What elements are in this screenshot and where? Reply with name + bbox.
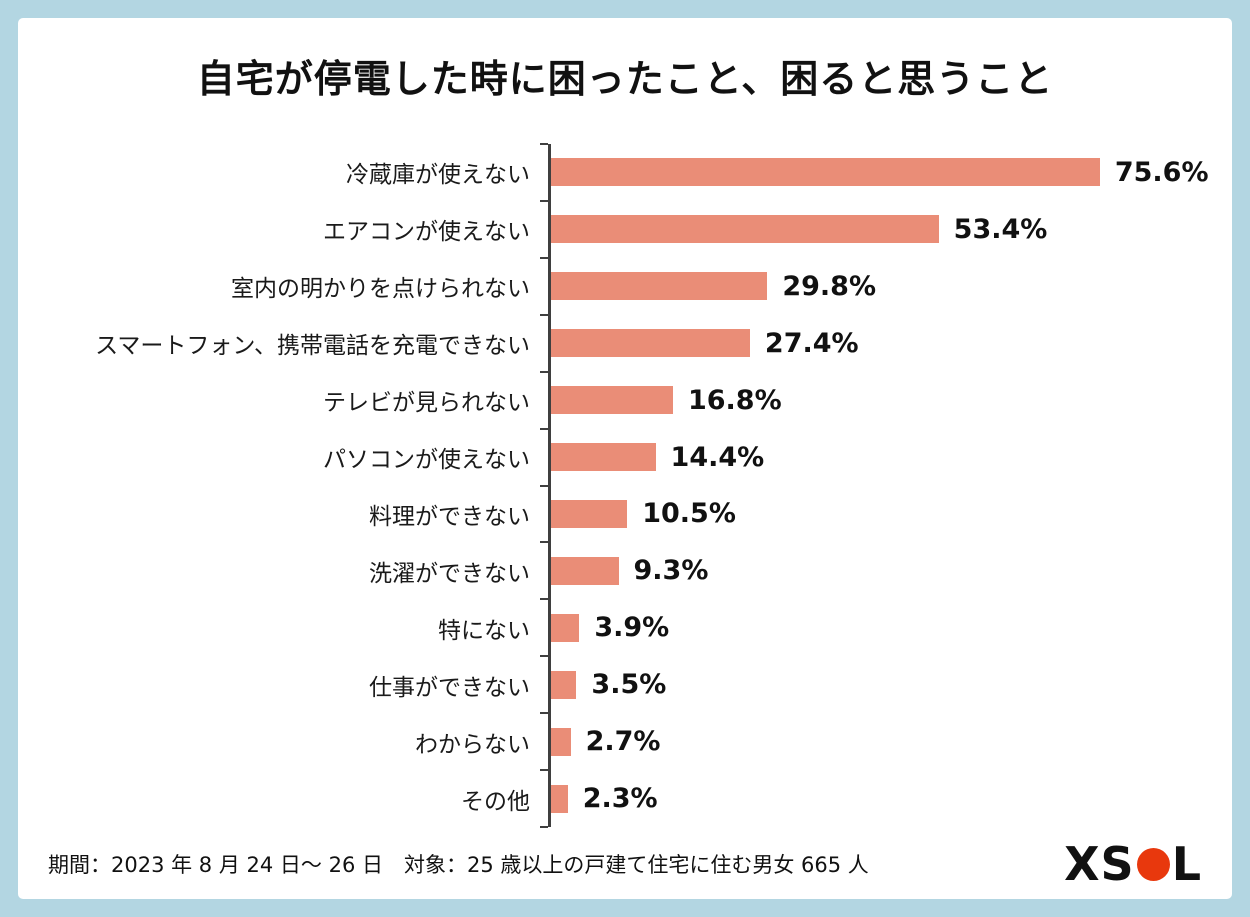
bar-track: 3.9%: [540, 598, 1202, 657]
value-label: 3.9%: [594, 612, 670, 644]
bar-row: エアコンが使えない 53.4%: [48, 199, 1202, 258]
survey-note: 期間：2023 年 8 月 24 日～ 26 日 対象：25 歳以上の戸建て住宅…: [48, 853, 869, 877]
category-label: パソコンが使えない: [323, 447, 530, 474]
footer: 期間：2023 年 8 月 24 日～ 26 日 対象：25 歳以上の戸建て住宅…: [48, 841, 1202, 887]
value-label: 2.7%: [585, 726, 661, 758]
bar-row: 洗濯ができない 9.3%: [48, 541, 1202, 600]
bar-row: その他 2.3%: [48, 769, 1202, 828]
value-label: 27.4%: [764, 327, 859, 359]
logo-red-dot-icon: [1136, 847, 1170, 881]
category-label: 洗濯ができない: [369, 560, 530, 587]
bar-row: スマートフォン、携帯電話を充電できない 27.4%: [48, 313, 1202, 372]
bar-track: 53.4%: [540, 199, 1202, 258]
bar: [551, 670, 577, 699]
category-label: 室内の明かりを点けられない: [231, 276, 530, 303]
bar-track: 3.5%: [540, 655, 1202, 714]
bar-row: テレビが見られない 16.8%: [48, 370, 1202, 429]
category-label: 冷蔵庫が使えない: [346, 162, 530, 189]
value-label: 9.3%: [633, 555, 709, 587]
bar: [551, 613, 580, 642]
bar-row: わからない 2.7%: [48, 712, 1202, 771]
value-label: 75.6%: [1114, 156, 1209, 188]
bar-row: 室内の明かりを点けられない 29.8%: [48, 256, 1202, 315]
bar: [551, 215, 939, 244]
value-label: 14.4%: [670, 441, 765, 473]
category-label: わからない: [415, 731, 530, 758]
category-label: 料理ができない: [369, 503, 530, 530]
bar: [551, 784, 568, 813]
bar-row: 冷蔵庫が使えない 75.6%: [48, 143, 1209, 201]
value-label: 2.3%: [582, 783, 658, 815]
chart-card: 自宅が停電した時に困ったこと、困ると思うこと 冷蔵庫が使えない 75.6% エア…: [18, 18, 1232, 899]
category-label: 仕事ができない: [369, 674, 530, 701]
bar-track: 27.4%: [540, 313, 1202, 372]
bar-row: パソコンが使えない 14.4%: [48, 427, 1202, 486]
value-label: 3.5%: [591, 669, 667, 701]
bar-row: 料理ができない 10.5%: [48, 484, 1202, 543]
value-label: 16.8%: [687, 384, 782, 416]
bar-row: 仕事ができない 3.5%: [48, 655, 1202, 714]
xsol-logo: XS L: [1064, 841, 1202, 887]
bar: [551, 272, 768, 301]
bar-track: 29.8%: [540, 256, 1202, 315]
bar-row: 特にない 3.9%: [48, 598, 1202, 657]
category-label: 特にない: [438, 617, 530, 644]
category-label: エアコンが使えない: [323, 219, 530, 246]
value-label: 10.5%: [642, 498, 736, 530]
category-label: その他: [461, 788, 530, 815]
bar-chart: 冷蔵庫が使えない 75.6% エアコンが使えない 53.4% 室内の明かりを点け…: [48, 143, 1209, 828]
bar-track: 9.3%: [540, 541, 1202, 600]
bar-chart-rows: 冷蔵庫が使えない 75.6% エアコンが使えない 53.4% 室内の明かりを点け…: [48, 143, 1209, 828]
bar-track: 2.3%: [540, 769, 1202, 828]
bar: [551, 556, 619, 585]
bar-track: 14.4%: [540, 427, 1202, 486]
value-label: 29.8%: [782, 270, 877, 302]
logo-text-before: XS: [1064, 837, 1135, 891]
bar: [551, 386, 673, 415]
bar-track: 16.8%: [540, 370, 1202, 429]
bar-track: 10.5%: [540, 484, 1202, 543]
bar: [551, 443, 656, 472]
category-label: スマートフォン、携帯電話を充電できない: [95, 333, 530, 360]
value-label: 53.4%: [953, 213, 1048, 245]
bar: [551, 329, 750, 358]
chart-title: 自宅が停電した時に困ったこと、困ると思うこと: [196, 57, 1054, 101]
logo-text-after: L: [1171, 837, 1202, 891]
bar: [551, 499, 628, 528]
bar: [551, 158, 1100, 187]
category-label: テレビが見られない: [323, 390, 530, 417]
bar-track: 75.6%: [540, 143, 1209, 201]
bar: [551, 727, 571, 756]
bar-track: 2.7%: [540, 712, 1202, 771]
